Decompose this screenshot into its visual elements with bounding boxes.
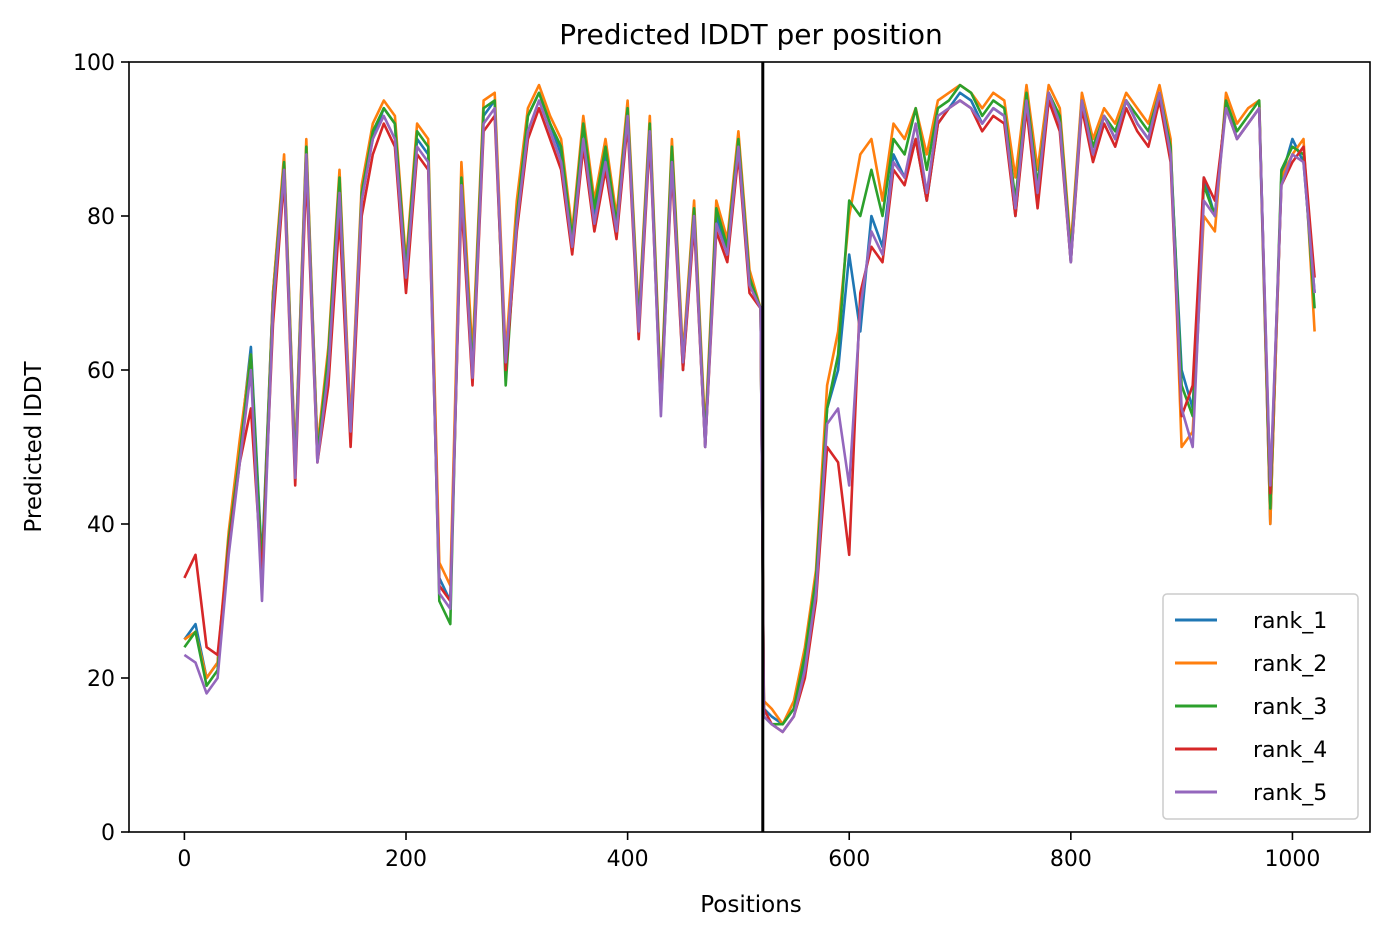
y-axis-label: Predicted lDDT [21, 360, 47, 532]
y-tick-label: 40 [87, 513, 115, 538]
y-tick-label: 60 [87, 359, 115, 384]
y-tick-label: 100 [73, 51, 115, 76]
legend-label-rank_5: rank_5 [1253, 781, 1327, 806]
y-tick-label: 20 [87, 667, 115, 692]
legend-box [1162, 593, 1359, 820]
y-tick-label: 80 [87, 205, 115, 230]
x-tick-label: 400 [607, 847, 649, 872]
legend-label-rank_2: rank_2 [1253, 652, 1327, 677]
legend-label-rank_1: rank_1 [1253, 609, 1327, 634]
chart-title: Predicted lDDT per position [559, 18, 943, 51]
x-tick-label: 1000 [1264, 847, 1320, 872]
plot-lines [183, 83, 1316, 734]
x-tick-label: 600 [828, 847, 870, 872]
x-tick-label: 200 [385, 847, 427, 872]
legend: rank_1 rank_2 rank_3 rank_4 rank_5 [1162, 593, 1359, 820]
series-line-rank_1 [183, 91, 1316, 726]
y-axis: 0 20 40 60 80 100 [73, 51, 129, 846]
series-line-rank_5 [183, 91, 1316, 734]
plot-frame [128, 61, 1371, 833]
series-line-rank_2 [183, 83, 1316, 726]
x-tick-label: 800 [1050, 847, 1092, 872]
x-axis-label: Positions [700, 892, 802, 918]
legend-label-rank_3: rank_3 [1253, 695, 1327, 720]
legend-label-rank_4: rank_4 [1253, 738, 1327, 763]
x-tick-label: 0 [177, 847, 191, 872]
x-axis: 0 200 400 600 800 1000 [177, 832, 1320, 872]
series-line-rank_4 [183, 99, 1316, 734]
y-tick-label: 0 [101, 821, 115, 846]
